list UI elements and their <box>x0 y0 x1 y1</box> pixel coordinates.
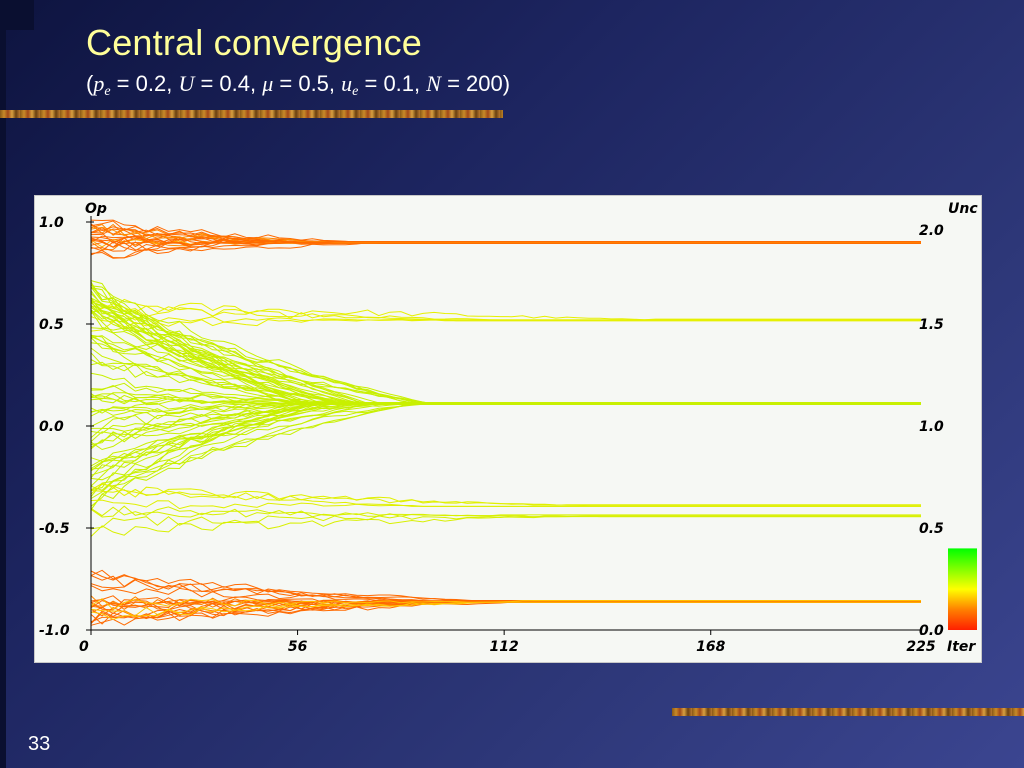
decorative-band-bottom <box>672 708 1024 716</box>
x-tick-label: 56 <box>288 639 308 655</box>
y-tick-label: 0.5 <box>39 317 64 333</box>
trajectory-line <box>90 301 921 405</box>
trajectory-cluster-2 <box>90 280 921 511</box>
trajectory-cluster-1 <box>90 298 921 332</box>
uncertainty-colorbar <box>948 548 977 630</box>
trajectory-line <box>90 569 921 603</box>
x-tick-label: 168 <box>696 639 725 655</box>
trajectory-line <box>90 297 921 405</box>
trajectory-line <box>90 403 921 507</box>
trajectory-line <box>90 319 921 332</box>
trajectory-line <box>90 313 921 323</box>
trajectory-line <box>90 598 921 611</box>
trajectory-line <box>90 403 921 470</box>
trajectory-cluster-3 <box>90 482 921 510</box>
trajectory-line <box>90 486 921 506</box>
trajectory-line <box>90 220 921 243</box>
corner-square <box>0 0 34 30</box>
trajectory-line <box>90 402 921 451</box>
decorative-band-top <box>0 110 503 118</box>
trajectory-line <box>90 298 921 321</box>
trajectory-line <box>90 585 921 602</box>
trajectory-line <box>90 402 921 491</box>
trajectory-line <box>90 336 921 405</box>
y-tick-label: 0.0 <box>39 419 64 435</box>
parameter-4: N = 200 <box>426 71 503 96</box>
x-tick-label: 225 <box>906 639 935 655</box>
y2-tick-label: 1.0 <box>919 419 944 435</box>
trajectory-cluster-0 <box>90 219 921 259</box>
y2-tick-label: 0.5 <box>919 521 944 537</box>
trajectory-line <box>90 372 921 405</box>
parameter-0: pe = 0.2 <box>93 71 167 99</box>
slide-parameters: (pe = 0.2, U = 0.4, μ = 0.5, ue = 0.1, N… <box>86 71 511 99</box>
opinion-trajectory-chart: 1.0 0.5 0.0 -0.5 -1.0 0 56 112 168 225 2.0 1.5 1.0 0.… <box>39 201 978 655</box>
y2-tick-label: 2.0 <box>919 223 944 239</box>
trajectory-line <box>90 570 921 603</box>
trajectory-line <box>90 600 921 621</box>
trajectory-line <box>90 515 921 537</box>
trajectory-line <box>90 293 921 405</box>
slide-title: Central convergence <box>86 22 422 63</box>
trajectory-cluster-5 <box>90 569 921 626</box>
y-axis-label: Op <box>85 201 107 217</box>
trajectory-line <box>90 223 921 244</box>
slide-number: 33 <box>28 733 51 755</box>
trajectory-line <box>90 403 921 487</box>
y2-tick-label: 0.0 <box>919 623 944 639</box>
trajectory-line <box>90 241 921 259</box>
trajectory-line <box>90 384 921 405</box>
y2-tick-label: 1.5 <box>919 317 944 333</box>
y-tick-label: -1.0 <box>39 623 70 639</box>
x-tick-label: 112 <box>490 639 519 655</box>
y-tick-label: -0.5 <box>39 521 70 537</box>
parameter-3: ue = 0.1 <box>341 71 415 99</box>
chart-panel: 1.0 0.5 0.0 -0.5 -1.0 0 56 112 168 225 2.0 1.5 1.0 0.… <box>34 195 982 663</box>
parameter-1: U = 0.4 <box>178 71 250 96</box>
parameter-2: μ = 0.5 <box>262 71 329 96</box>
trajectory-line <box>90 297 921 405</box>
trajectory-cluster-4 <box>90 505 921 537</box>
x-tick-label: 0 <box>79 639 89 655</box>
y2-axis-label: Unc <box>948 201 978 217</box>
trajectory-line <box>90 515 921 530</box>
trajectory-line <box>90 237 921 248</box>
x-axis-label: Iter <box>947 639 976 655</box>
left-edge-strip <box>0 0 6 768</box>
y-tick-label: 1.0 <box>39 215 64 231</box>
trajectory-line <box>90 482 921 507</box>
trajectory-line <box>90 505 921 518</box>
